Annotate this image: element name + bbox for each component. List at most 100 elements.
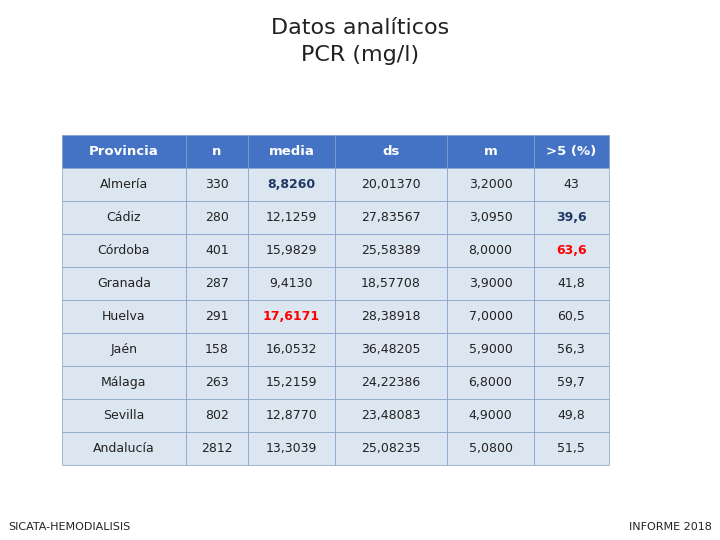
Text: 24,22386: 24,22386 [361,376,420,389]
Bar [186,300,248,333]
Text: 36,48205: 36,48205 [361,343,420,356]
Text: 39,6: 39,6 [556,211,587,224]
Text: 60,5: 60,5 [557,310,585,323]
Text: 3,9000: 3,9000 [469,277,513,290]
Text: 5,0800: 5,0800 [469,442,513,455]
Text: Datos analíticos: Datos analíticos [271,18,449,38]
Bar [335,300,447,333]
Text: ds: ds [382,145,400,158]
Bar [248,135,335,168]
Bar [447,333,534,366]
Bar [248,399,335,432]
Text: 5,9000: 5,9000 [469,343,513,356]
Text: 28,38918: 28,38918 [361,310,420,323]
Bar [534,234,608,267]
Text: 15,2159: 15,2159 [266,376,318,389]
Bar [186,267,248,300]
Bar [534,432,608,465]
Bar [62,135,186,168]
Bar [335,201,447,234]
Text: 7,0000: 7,0000 [469,310,513,323]
Text: 16,0532: 16,0532 [266,343,318,356]
Bar [62,300,186,333]
Text: 63,6: 63,6 [556,244,587,257]
Bar [447,366,534,399]
Bar [186,135,248,168]
Bar [534,267,608,300]
Bar [534,399,608,432]
Text: 330: 330 [205,178,229,191]
Bar [186,366,248,399]
Bar [335,135,447,168]
Bar [534,201,608,234]
Text: Jaén: Jaén [110,343,138,356]
Bar [335,399,447,432]
Text: 3,0950: 3,0950 [469,211,513,224]
Bar [248,234,335,267]
Text: 287: 287 [205,277,229,290]
Text: Málaga: Málaga [102,376,147,389]
Text: 27,83567: 27,83567 [361,211,420,224]
Bar [534,333,608,366]
Text: 12,1259: 12,1259 [266,211,317,224]
Text: 2812: 2812 [201,442,233,455]
Bar [447,168,534,201]
Bar [335,168,447,201]
Text: 15,9829: 15,9829 [266,244,318,257]
Text: SICATA-HEMODIALISIS: SICATA-HEMODIALISIS [8,522,130,532]
Text: 49,8: 49,8 [557,409,585,422]
Bar [62,432,186,465]
Text: 8,0000: 8,0000 [469,244,513,257]
Text: 12,8770: 12,8770 [266,409,318,422]
Text: Cádiz: Cádiz [107,211,141,224]
Bar [447,432,534,465]
Text: 41,8: 41,8 [557,277,585,290]
Text: 8,8260: 8,8260 [267,178,315,191]
Bar [62,399,186,432]
Bar [186,201,248,234]
Text: media: media [269,145,315,158]
Bar [335,366,447,399]
Bar [248,366,335,399]
Bar [186,399,248,432]
Bar [335,234,447,267]
Text: 20,01370: 20,01370 [361,178,420,191]
Bar [62,234,186,267]
Text: Provincia: Provincia [89,145,159,158]
Bar [447,267,534,300]
Bar [248,267,335,300]
Bar [248,300,335,333]
Text: 263: 263 [205,376,229,389]
Text: INFORME 2018: INFORME 2018 [629,522,712,532]
Text: 280: 280 [205,211,229,224]
Text: Almería: Almería [100,178,148,191]
Text: 158: 158 [205,343,229,356]
Text: PCR (mg/l): PCR (mg/l) [301,45,419,65]
Text: n: n [212,145,222,158]
Text: >5 (%): >5 (%) [546,145,596,158]
Text: 6,8000: 6,8000 [469,376,513,389]
Bar [186,333,248,366]
Text: 4,9000: 4,9000 [469,409,513,422]
Bar [534,168,608,201]
Bar [186,168,248,201]
Bar [447,201,534,234]
Text: 25,58389: 25,58389 [361,244,420,257]
Bar [248,201,335,234]
Bar [62,168,186,201]
Bar [248,333,335,366]
Text: 13,3039: 13,3039 [266,442,317,455]
Bar [62,366,186,399]
Bar [447,300,534,333]
Text: 3,2000: 3,2000 [469,178,513,191]
Text: 43: 43 [564,178,579,191]
Bar [534,366,608,399]
Text: m: m [484,145,498,158]
Bar [248,432,335,465]
Bar [447,234,534,267]
Bar [447,399,534,432]
Text: 291: 291 [205,310,229,323]
Text: 9,4130: 9,4130 [270,277,313,290]
Text: Andalucía: Andalucía [93,442,155,455]
Text: Granada: Granada [97,277,151,290]
